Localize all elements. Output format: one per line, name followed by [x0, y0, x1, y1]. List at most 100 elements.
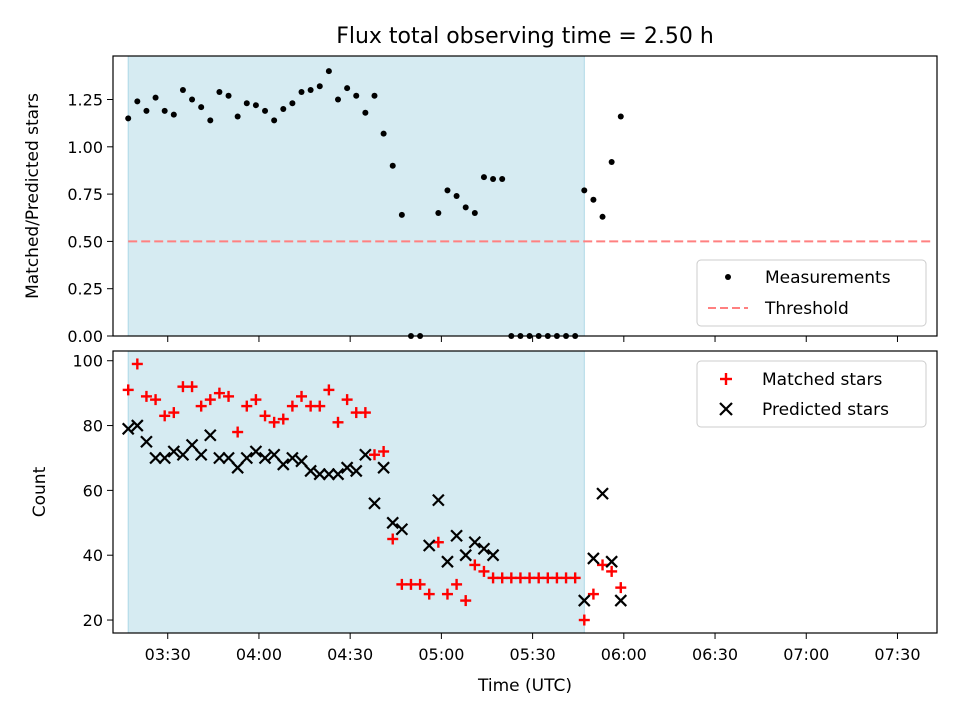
measurement-point: [161, 107, 168, 114]
matched-stars-point: [469, 559, 481, 571]
ratio-panel: 0.00 0.25 0.50 0.75 1.00 1.25 Matched/Predict…: [23, 55, 938, 346]
matched-stars-point: [213, 387, 225, 399]
count-x-tick-label: 07:00: [783, 645, 829, 664]
count-panel: 20 40 60 80 100 03:30 04:00 04:30 05:00 05:30 06:…: [30, 350, 938, 696]
measurement-point: [335, 96, 342, 103]
measurement-point: [198, 104, 205, 111]
matched-stars-point: [432, 536, 444, 548]
matched-stars-point: [451, 578, 463, 590]
ratio-legend-box: [696, 259, 927, 327]
count-x-tick-label: 06:30: [692, 645, 738, 664]
measurement-point: [152, 94, 159, 101]
matched-stars-point: [131, 358, 143, 370]
matched-stars-point: [122, 384, 134, 396]
measurement-point: [471, 210, 478, 217]
count-x-tick-label: 07:30: [874, 645, 920, 664]
legend-threshold-label: Threshold: [764, 299, 849, 319]
legend-matched-label: Matched stars: [762, 370, 882, 390]
count-legend: Matched stars Predicted stars: [696, 360, 927, 428]
predicted-stars-point: [596, 487, 609, 500]
matched-stars-point: [150, 394, 162, 406]
count-y-axis: 20 40 60 80 100: [72, 352, 113, 630]
ratio-y-tick-label: 0.75: [67, 185, 103, 204]
legend-measurements-label: Measurements: [765, 268, 891, 288]
measurement-point: [444, 187, 451, 194]
matched-stars-point: [259, 410, 271, 422]
count-x-tick-label: 04:30: [327, 645, 373, 664]
predicted-stars-point: [368, 497, 381, 510]
matched-stars-point: [296, 390, 308, 402]
count-y-tick-label: 40: [83, 546, 103, 565]
measurement-point: [225, 92, 232, 99]
measurement-point: [207, 117, 214, 124]
predicted-stars-point: [359, 448, 372, 462]
predicted-stars-point: [176, 448, 190, 462]
matched-stars-point: [578, 614, 590, 626]
measurement-point: [134, 98, 141, 105]
measurement-point: [353, 92, 360, 99]
predicted-stars-point: [258, 451, 272, 465]
matched-stars-point: [387, 533, 399, 545]
predicted-stars-point: [331, 467, 345, 481]
ratio-y-tick-label: 0.25: [67, 280, 103, 299]
matched-stars-point: [186, 381, 198, 393]
count-x-axis: 03:30 04:00 04:30 05:00 05:30 06:00 06:30 07:00…: [145, 633, 921, 664]
chart-title: Flux total observing time = 2.50 h: [336, 24, 714, 49]
measurement-point: [581, 187, 588, 194]
measurement-point: [462, 204, 469, 211]
matched-stars-point: [478, 565, 490, 577]
measurement-point: [280, 105, 287, 112]
measurement-point: [298, 88, 305, 95]
predicted-stars-point: [450, 529, 463, 543]
matched-stars-point: [359, 407, 371, 419]
matched-stars-point: [597, 559, 609, 571]
predicted-stars-point: [140, 435, 153, 449]
predicted-stars-point: [614, 594, 628, 607]
matched-stars-point: [569, 572, 581, 584]
measurement-point: [480, 174, 487, 181]
count-x-tick-label: 06:00: [601, 645, 647, 664]
matched-stars-point: [606, 565, 618, 577]
matched-stars-point: [587, 588, 599, 600]
count-x-tick-label: 04:00: [236, 645, 282, 664]
matched-stars-point: [168, 407, 180, 419]
predicted-stars-point: [605, 555, 618, 568]
predicted-stars-point: [185, 438, 199, 452]
measurement-point: [453, 193, 460, 199]
ratio-y-tick-label: 0.00: [67, 327, 103, 346]
measurement-point: [490, 175, 497, 182]
measurement-point: [252, 102, 259, 109]
count-y-tick-label: 80: [83, 417, 103, 436]
measurement-point: [125, 115, 132, 122]
ratio-plot-frame: [112, 55, 938, 337]
predicted-stars-point: [422, 539, 436, 552]
measurement-point: [499, 175, 506, 182]
legend-predicted-marker: [719, 402, 733, 416]
predicted-stars-point: [249, 445, 263, 458]
predicted-stars-points: [121, 419, 628, 607]
predicted-stars-point: [204, 428, 217, 442]
measurement-point: [170, 111, 177, 118]
measurement-point: [398, 211, 405, 218]
matched-stars-point: [414, 578, 426, 590]
measurement-point: [344, 85, 351, 92]
matched-stars-point: [314, 400, 326, 412]
legend-predicted-label: Predicted stars: [762, 400, 889, 420]
measurement-point: [371, 92, 378, 99]
legend-matched-marker: [720, 373, 732, 385]
predicted-stars-point: [477, 542, 491, 556]
measurement-point: [590, 196, 597, 203]
count-legend-box: [696, 360, 927, 428]
measurement-point: [380, 130, 387, 137]
measurement-point: [435, 210, 442, 217]
matched-stars-point: [378, 445, 390, 457]
count-y-tick-label: 20: [83, 611, 103, 630]
predicted-stars-point: [131, 419, 144, 432]
predicted-stars-point: [441, 555, 454, 568]
predicted-stars-point: [386, 516, 400, 530]
predicted-stars-point: [295, 454, 308, 468]
predicted-stars-point: [149, 451, 162, 465]
predicted-stars-point: [240, 451, 254, 465]
ratio-y-axis-label: Matched/Predicted stars: [23, 93, 43, 299]
count-y-axis-label: Count: [30, 466, 50, 517]
